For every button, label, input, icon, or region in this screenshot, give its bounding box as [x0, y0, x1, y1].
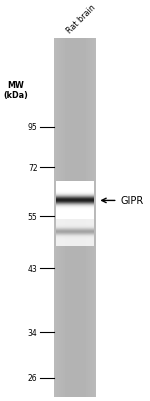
Text: 55: 55: [28, 213, 38, 221]
Text: 95: 95: [28, 123, 38, 132]
Text: MW
(kDa): MW (kDa): [3, 81, 28, 100]
Text: 72: 72: [28, 164, 38, 172]
Text: 34: 34: [28, 328, 38, 337]
Text: GIPR: GIPR: [121, 196, 144, 206]
Text: 43: 43: [28, 264, 38, 273]
Text: 26: 26: [28, 373, 38, 382]
Text: Rat brain: Rat brain: [65, 3, 97, 35]
